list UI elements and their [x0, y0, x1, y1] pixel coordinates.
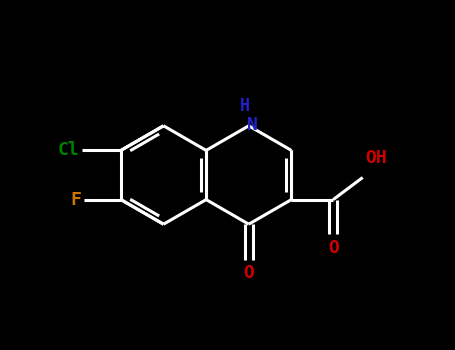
Text: OH: OH [365, 149, 387, 167]
Text: O: O [243, 264, 254, 282]
Text: O: O [328, 239, 339, 257]
Text: N: N [247, 116, 258, 134]
Text: H: H [240, 97, 250, 115]
Text: Cl: Cl [57, 141, 79, 159]
Text: F: F [71, 191, 81, 209]
